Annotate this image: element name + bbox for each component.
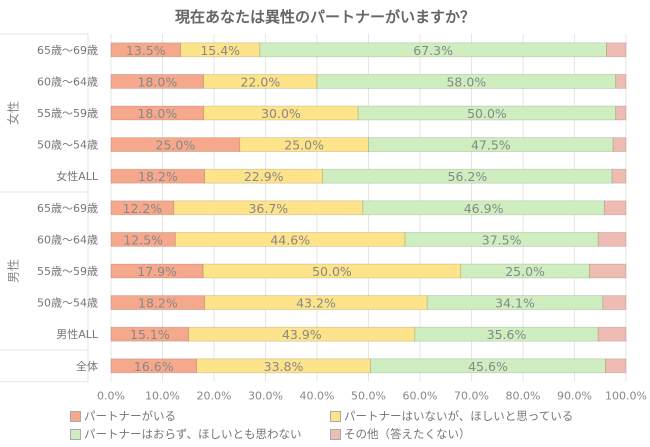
data-label: 44.6%: [270, 232, 310, 247]
data-label: 30.0%: [261, 106, 301, 121]
x-tick-label: 10.0%: [145, 390, 180, 403]
bar-segment: [615, 105, 627, 121]
data-label: 45.6%: [468, 359, 508, 374]
bar-segment: [611, 168, 627, 184]
bar-segment: [110, 358, 197, 374]
data-label: 35.6%: [487, 327, 527, 342]
legend-item: その他（答えたくない）: [330, 426, 471, 442]
legend-label: パートナーはおらず、ほしいとも思わない: [84, 427, 302, 441]
data-label: 58.0%: [446, 74, 486, 89]
data-label: 50.0%: [467, 106, 507, 121]
data-label: 33.8%: [264, 359, 304, 374]
x-tick-label: 100.0%: [605, 390, 647, 403]
data-label: 37.5%: [482, 232, 522, 247]
data-label: 36.7%: [248, 201, 288, 216]
category-label: 60歳～64歳: [37, 233, 98, 246]
data-label: 25.0%: [284, 138, 324, 153]
x-tick-label: 60.0%: [403, 390, 438, 403]
x-tick-label: 40.0%: [300, 390, 335, 403]
legend-swatch: [70, 410, 81, 422]
legend-item: パートナーがいる: [70, 408, 176, 424]
data-label: 22.0%: [240, 74, 280, 89]
legend-swatch: [330, 428, 341, 440]
category-label: 男性ALL: [56, 327, 99, 341]
bar-segment: [602, 295, 627, 311]
data-label: 18.0%: [137, 106, 177, 121]
category-label: 60歳～64歳: [37, 75, 98, 88]
data-label: 18.2%: [138, 169, 178, 184]
category-label: 全体: [76, 359, 98, 373]
data-label: 16.6%: [134, 359, 174, 374]
category-label: 50歳～54歳: [37, 297, 98, 310]
category-label: 55歳～59歳: [37, 265, 98, 278]
bar-segment: [605, 358, 627, 374]
category-label: 女性ALL: [56, 169, 99, 183]
x-tick-label: 30.0%: [248, 390, 283, 403]
legend-swatch: [330, 410, 341, 422]
data-label: 12.5%: [123, 232, 163, 247]
category-label: 55歳～59歳: [37, 107, 98, 120]
x-tick-label: 20.0%: [197, 390, 232, 403]
data-label: 18.2%: [138, 296, 178, 311]
data-label: 34.1%: [495, 296, 535, 311]
bar-segment: [597, 231, 627, 247]
data-label: 12.2%: [123, 201, 163, 216]
bar-segment: [204, 168, 324, 184]
data-label: 15.1%: [130, 327, 170, 342]
data-label: 46.9%: [464, 201, 504, 216]
category-label: 50歳～54歳: [37, 139, 98, 152]
data-label: 50.0%: [312, 264, 352, 279]
data-label: 13.5%: [126, 43, 166, 58]
legend-label: パートナーはいないが、ほしいと思っている: [344, 409, 574, 423]
group-label: 男性: [7, 259, 21, 283]
legend-item: パートナーはいないが、ほしいと思っている: [330, 408, 573, 424]
legend-label: パートナーがいる: [84, 409, 176, 423]
bar-segment: [606, 42, 627, 58]
data-label: 25.0%: [156, 138, 196, 153]
x-tick-label: 90.0%: [557, 390, 592, 403]
bar-segment: [615, 74, 627, 89]
data-label: 22.9%: [244, 169, 284, 184]
data-label: 25.0%: [505, 264, 545, 279]
chart-title: 現在あなたは異性のパートナーがいますか？: [174, 8, 475, 26]
category-label: 65歳～69歳: [37, 202, 98, 215]
data-label: 17.9%: [137, 264, 177, 279]
x-tick-label: 50.0%: [351, 390, 386, 403]
bar-segment: [612, 137, 627, 153]
legend-label: その他（答えたくない）: [344, 427, 471, 441]
data-label: 56.2%: [448, 169, 488, 184]
legend-swatch: [70, 428, 81, 440]
data-label: 18.0%: [137, 74, 177, 89]
x-tick-label: 80.0%: [506, 390, 541, 403]
data-label: 67.3%: [413, 43, 453, 58]
data-label: 43.9%: [282, 327, 322, 342]
x-tick-label: 70.0%: [454, 390, 489, 403]
group-label: 女性: [6, 101, 21, 125]
bar-segment: [589, 263, 627, 279]
data-label: 47.5%: [471, 138, 511, 153]
data-label: 43.2%: [296, 296, 336, 311]
bar-segment: [597, 326, 627, 342]
data-label: 15.4%: [200, 43, 240, 58]
x-tick-label: 0.0%: [97, 390, 125, 403]
bar-segment: [603, 200, 627, 216]
category-label: 65歳～69歳: [37, 44, 98, 57]
legend-item: パートナーはおらず、ほしいとも思わない: [70, 426, 301, 442]
